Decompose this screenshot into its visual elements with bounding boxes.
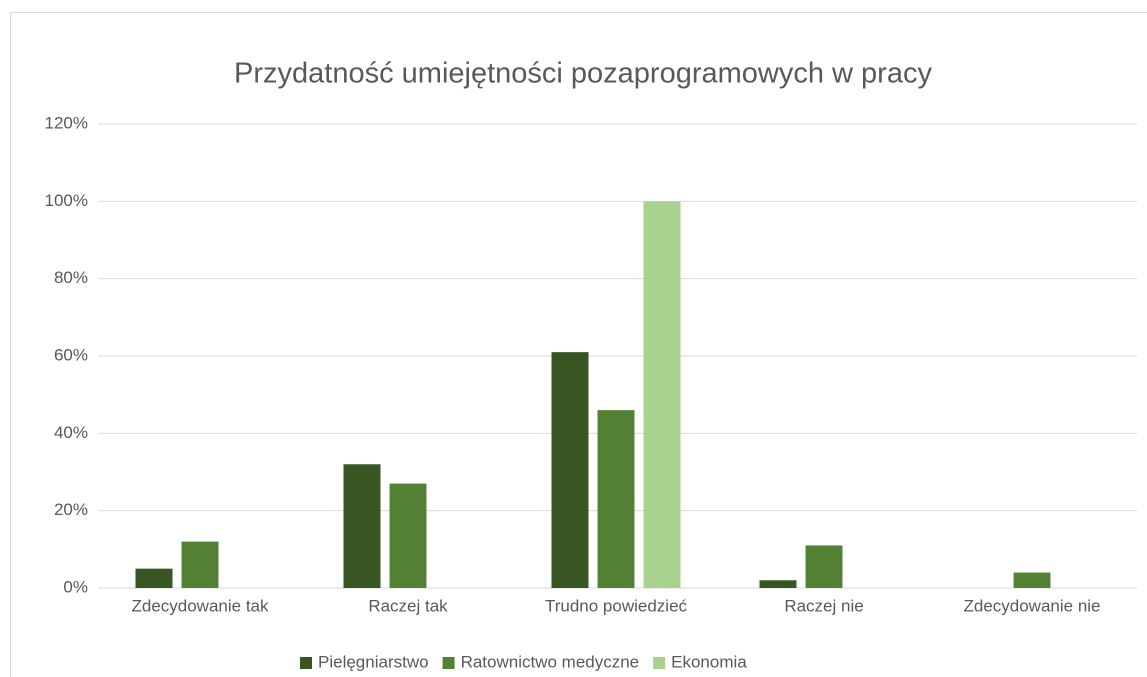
x-tick-label: Zdecydowanie nie bbox=[963, 596, 1100, 615]
y-tick-label: 80% bbox=[54, 268, 88, 287]
y-tick-label: 40% bbox=[54, 423, 88, 442]
legend-swatch bbox=[442, 657, 455, 669]
bar bbox=[551, 352, 589, 588]
bar bbox=[389, 483, 427, 588]
bar bbox=[135, 568, 173, 588]
legend-label: Ratownictwo medyczne bbox=[461, 652, 640, 671]
bar bbox=[643, 201, 681, 589]
legend-label: Pielęgniarstwo bbox=[318, 652, 429, 671]
bar bbox=[181, 541, 219, 588]
legend-label: Ekonomia bbox=[671, 652, 747, 671]
x-tick-label: Zdecydowanie tak bbox=[131, 596, 269, 615]
bar bbox=[1013, 572, 1051, 588]
x-tick-label: Raczej tak bbox=[368, 596, 448, 615]
y-tick-label: 0% bbox=[63, 577, 88, 596]
y-tick-label: 20% bbox=[54, 500, 88, 519]
bar bbox=[805, 545, 843, 588]
legend-swatch bbox=[653, 657, 666, 669]
y-tick-label: 100% bbox=[45, 191, 88, 210]
x-tick-label: Trudno powiedzieć bbox=[545, 596, 688, 615]
x-tick-label: Raczej nie bbox=[784, 596, 863, 615]
bar bbox=[343, 464, 381, 588]
legend-swatch bbox=[300, 657, 312, 669]
y-tick-label: 120% bbox=[45, 113, 88, 132]
bar bbox=[597, 410, 635, 588]
chart-title: Przydatność umiejętności pozaprogramowyc… bbox=[234, 58, 932, 90]
y-tick-label: 60% bbox=[54, 345, 88, 364]
bar bbox=[759, 580, 797, 588]
